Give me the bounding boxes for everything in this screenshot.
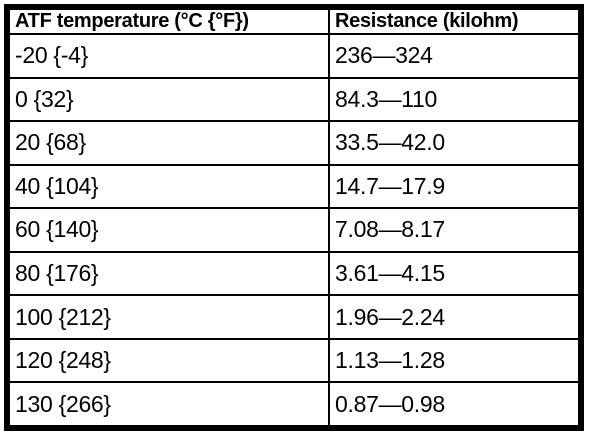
table-row: 0 {32} 84.3—110	[8, 76, 580, 123]
table-row: 80 {176} 3.61—4.15	[8, 250, 580, 297]
resistance-cell: 0.87—0.98	[328, 381, 580, 427]
resistance-table: ATF temperature (°C {°F}) Resistance (ki…	[8, 8, 580, 427]
table-row: 40 {104} 14.7—17.9	[8, 163, 580, 210]
temperature-cell: 80 {176}	[8, 250, 330, 297]
atf-resistance-table: ATF temperature (°C {°F}) Resistance (ki…	[4, 4, 584, 431]
table-row: 130 {266} 0.87—0.98	[8, 381, 580, 427]
temperature-cell: 60 {140}	[8, 207, 330, 253]
temperature-cell: 100 {212}	[8, 294, 330, 340]
table-row: 120 {248} 1.13—1.28	[8, 337, 580, 384]
resistance-cell: 3.61—4.15	[328, 250, 580, 297]
temperature-cell: 120 {248}	[8, 337, 330, 384]
temperature-cell: 0 {32}	[8, 76, 330, 123]
resistance-cell: 7.08—8.17	[328, 207, 580, 253]
resistance-cell: 33.5—42.0	[328, 120, 580, 166]
col-header-resistance: Resistance (kilohm)	[328, 8, 580, 35]
resistance-cell: 84.3—110	[328, 76, 580, 123]
resistance-cell: 1.96—2.24	[328, 294, 580, 340]
table-row: 100 {212} 1.96—2.24	[8, 294, 580, 340]
resistance-cell: 14.7—17.9	[328, 163, 580, 210]
resistance-cell: 236—324	[328, 33, 580, 79]
table-row: 60 {140} 7.08—8.17	[8, 207, 580, 253]
resistance-cell: 1.13—1.28	[328, 337, 580, 384]
temperature-cell: 20 {68}	[8, 120, 330, 166]
table-row: 20 {68} 33.5—42.0	[8, 120, 580, 166]
header-row: ATF temperature (°C {°F}) Resistance (ki…	[8, 8, 580, 35]
col-header-atf-temperature: ATF temperature (°C {°F})	[8, 8, 330, 35]
temperature-cell: 130 {266}	[8, 381, 330, 427]
table-row: -20 {-4} 236—324	[8, 33, 580, 79]
temperature-cell: -20 {-4}	[8, 33, 330, 79]
temperature-cell: 40 {104}	[8, 163, 330, 210]
